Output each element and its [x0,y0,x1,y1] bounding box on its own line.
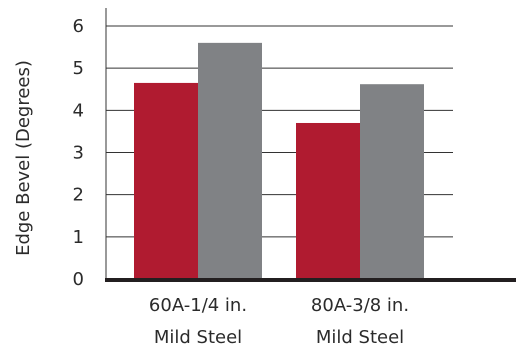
y-tick-label: 1 [73,227,84,248]
x-category-label: Mild Steel [316,327,404,348]
bar-series-1-category-1 [134,82,198,279]
y-axis-title: Edge Bevel (Degrees) [13,60,34,256]
category-labels: 60A-1/4 in. Mild Steel 80A-3/8 in. Mild Ste… [149,295,409,348]
y-tick-label: 2 [73,185,84,206]
bar-series-2-category-2 [360,84,424,279]
y-tick-label: 5 [73,58,84,79]
bar-series-2-category-1 [198,42,262,279]
x-category-label: 80A-3/8 in. [311,295,409,316]
y-tick-label: 0 [73,269,84,290]
y-tick-label: 6 [73,16,84,37]
axes [105,8,516,282]
x-category-label: Mild Steel [154,327,242,348]
y-tick-label: 3 [73,143,84,164]
bar-series-1-category-2 [296,122,360,279]
x-category-label: 60A-1/4 in. [149,295,247,316]
bars [134,42,424,279]
y-tick-label: 4 [73,100,84,121]
y-tick-labels: 0 1 2 3 4 5 6 [73,16,84,290]
